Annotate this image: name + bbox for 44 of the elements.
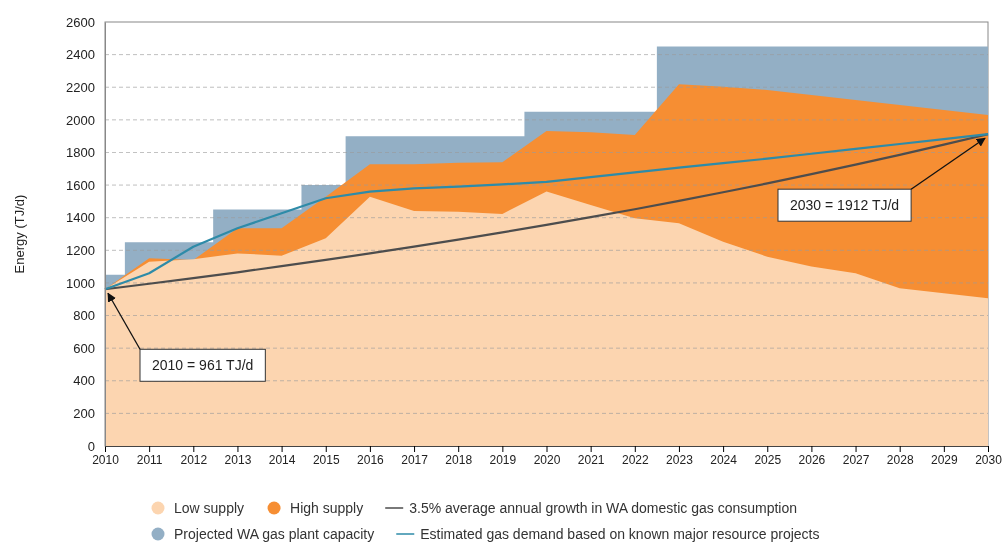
legend-label: 3.5% average annual growth in WA domestic gas consumption [409,500,798,516]
legend-label: High supply [290,500,364,516]
y-tick-label: 1800 [66,145,95,161]
x-tick-label: 2024 [710,452,738,467]
annotation: 2030 = 1912 TJ/d [790,197,900,214]
y-tick-label: 1600 [66,177,95,193]
y-tick-label: 1400 [66,210,95,226]
y-tick-label: 2200 [66,79,95,95]
y-tick-label: 2000 [66,112,95,128]
x-tick-label: 2022 [621,452,649,467]
x-tick-label: 2010 [92,452,120,467]
x-tick-label: 2017 [401,452,429,467]
annotation: 2010 = 961 TJ/d [152,357,254,374]
legend-label: Projected WA gas plant capacity [174,526,375,542]
x-tick-label: 2030 [975,452,1003,467]
x-tick-label: 2011 [136,452,163,467]
y-tick-label: 200 [73,406,95,422]
y-tick-label: 400 [73,373,95,389]
legend-label: Low supply [174,500,245,516]
x-tick-label: 2027 [842,452,870,467]
x-tick-label: 2023 [666,452,694,467]
y-tick-label: 2400 [66,47,95,63]
y-tick-label: 2600 [66,14,95,30]
x-tick-label: 2019 [489,452,517,467]
y-tick-label: 800 [73,308,95,324]
y-tick-label: 0 [87,438,95,454]
y-tick-label: 1000 [66,275,95,291]
x-tick-label: 2028 [886,452,914,467]
y-tick-label: 600 [73,340,95,356]
x-tick-label: 2013 [224,452,252,467]
legend-label: Estimated gas demand based on known major resource projects [420,526,820,542]
x-tick-label: 2018 [445,452,473,467]
line-series [103,133,990,291]
x-tick-label: 2016 [357,452,385,467]
x-tick-label: 2025 [754,452,782,467]
y-axis-title: Energy (TJ/d) [12,194,27,274]
x-tick-label: 2020 [533,452,561,467]
x-tick-label: 2015 [312,452,340,467]
x-tick-label: 2026 [798,452,826,467]
x-tick-label: 2014 [268,452,296,467]
y-tick-label: 1200 [66,242,95,258]
x-tick-label: 2012 [180,452,208,467]
x-tick-label: 2029 [931,452,959,467]
x-tick-label: 2021 [577,452,605,467]
